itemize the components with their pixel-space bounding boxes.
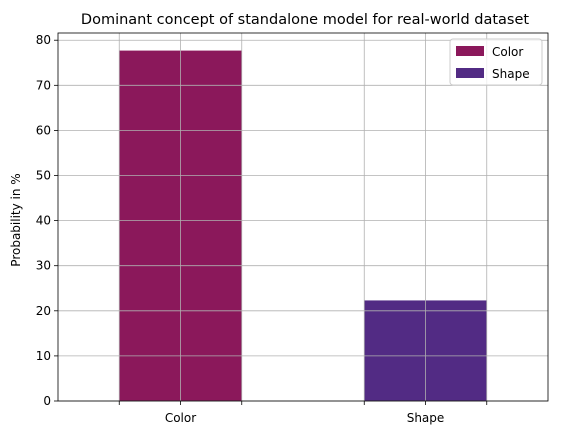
y-tick-label: 40 — [36, 214, 51, 228]
legend-swatch-color — [456, 46, 484, 56]
y-tick-label: 60 — [36, 123, 51, 137]
y-axis-label: Probability in % — [9, 173, 23, 266]
y-tick-label: 80 — [36, 33, 51, 47]
legend[interactable]: Color Shape — [449, 38, 543, 86]
legend-swatch-shape — [456, 68, 484, 78]
y-tick-label: 20 — [36, 304, 51, 318]
x-tick-label: Shape — [407, 411, 445, 425]
legend-label-color: Color — [492, 45, 523, 59]
y-tick-label: 50 — [36, 169, 51, 183]
chart-title: Dominant concept of standalone model for… — [81, 12, 529, 28]
y-tick-label: 10 — [36, 349, 51, 363]
bars — [119, 50, 487, 402]
x-tick-label: Color — [165, 411, 196, 425]
y-tick-label: 30 — [36, 259, 51, 273]
y-tick-label: 0 — [43, 394, 51, 408]
axes: 0 10 20 30 40 50 60 70 80 Color Shape — [36, 32, 549, 425]
plot-frame — [57, 32, 549, 402]
y-tick-label: 70 — [36, 78, 51, 92]
legend-label-shape: Shape — [492, 67, 530, 81]
